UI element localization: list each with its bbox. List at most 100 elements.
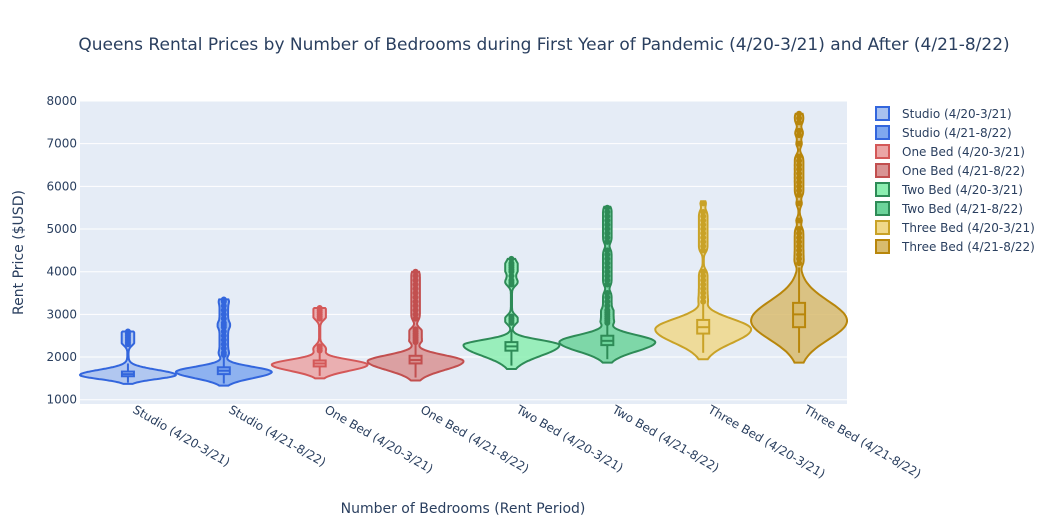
y-tick-label: 3000 xyxy=(46,307,77,321)
outlier-point xyxy=(412,315,419,322)
outlier-point xyxy=(220,345,227,352)
outlier-point xyxy=(604,213,611,220)
outlier-point xyxy=(604,281,611,288)
violin-0 xyxy=(78,328,178,385)
y-tick-label: 7000 xyxy=(46,137,77,151)
legend-swatch xyxy=(875,144,890,159)
legend-swatch xyxy=(875,106,890,121)
legend-label: Two Bed (4/20-3/21) xyxy=(901,183,1023,197)
violin-body xyxy=(366,270,465,382)
outlier-point xyxy=(796,110,803,117)
outlier-point xyxy=(604,260,611,267)
outlier-point xyxy=(700,285,707,292)
outlier-point xyxy=(604,226,611,233)
y-axis-title: Rent Price ($USD) xyxy=(11,190,27,315)
outlier-point xyxy=(604,251,611,258)
legend-label: Three Bed (4/21-8/22) xyxy=(901,240,1035,254)
outlier-point xyxy=(604,307,611,314)
violin-6 xyxy=(654,200,753,361)
legend-item[interactable]: One Bed (4/20-3/21) xyxy=(875,144,1025,159)
outlier-point xyxy=(796,115,803,122)
outlier-point xyxy=(412,326,419,333)
legend-item[interactable]: One Bed (4/21-8/22) xyxy=(875,163,1025,178)
outlier-point xyxy=(604,234,611,241)
outlier-point xyxy=(796,217,803,224)
legend-swatch xyxy=(875,239,890,254)
outlier-point xyxy=(604,221,611,228)
outlier-point xyxy=(796,230,803,237)
outlier-point xyxy=(412,268,419,275)
outlier-point xyxy=(604,230,611,237)
outlier-point xyxy=(604,238,611,245)
legend-swatch xyxy=(875,182,890,197)
outlier-point xyxy=(700,272,707,279)
legend: Studio (4/20-3/21) Studio (4/21-8/22) One … xyxy=(875,106,1035,254)
outlier-point xyxy=(796,183,803,190)
legend-label: Studio (4/21-8/22) xyxy=(902,126,1012,140)
outlier-point xyxy=(220,296,227,303)
outlier-point xyxy=(700,234,707,241)
outlier-point xyxy=(508,277,515,284)
outlier-point xyxy=(796,119,803,126)
outlier-point xyxy=(508,272,515,279)
outlier-point xyxy=(796,260,803,267)
outlier-point xyxy=(700,238,707,245)
legend-item[interactable]: Two Bed (4/20-3/21) xyxy=(875,182,1023,197)
outlier-point xyxy=(700,277,707,284)
outlier-point xyxy=(604,294,611,301)
outlier-point xyxy=(412,298,419,305)
outlier-point xyxy=(700,221,707,228)
legend-item[interactable]: Two Bed (4/21-8/22) xyxy=(875,201,1023,216)
outlier-point xyxy=(796,243,803,250)
outlier-point xyxy=(316,304,323,311)
legend-item[interactable]: Studio (4/20-3/21) xyxy=(875,106,1012,121)
outlier-point xyxy=(412,311,419,318)
outlier-point xyxy=(412,307,419,314)
x-axis-title: Number of Bedrooms (Rent Period) xyxy=(341,501,586,517)
legend-label: Studio (4/20-3/21) xyxy=(902,107,1012,121)
violin-4 xyxy=(462,255,561,370)
violin-body xyxy=(78,330,178,385)
x-tick-label: Studio (4/21-8/22) xyxy=(226,402,328,469)
violin-7 xyxy=(750,110,848,364)
outlier-point xyxy=(796,170,803,177)
outlier-point xyxy=(700,230,707,237)
violin-1 xyxy=(174,296,273,387)
outlier-point xyxy=(508,313,515,320)
legend-label: One Bed (4/20-3/21) xyxy=(902,145,1025,159)
outlier-point xyxy=(700,200,707,207)
outlier-point xyxy=(796,166,803,173)
violin-3 xyxy=(366,268,465,382)
outlier-point xyxy=(700,243,707,250)
outlier-point xyxy=(604,247,611,254)
outlier-point xyxy=(604,277,611,284)
violin-5 xyxy=(558,204,657,364)
plot-background xyxy=(80,101,847,404)
outlier-point xyxy=(412,277,419,284)
outlier-point xyxy=(412,294,419,301)
legend-label: Two Bed (4/21-8/22) xyxy=(901,202,1023,216)
outlier-point xyxy=(796,234,803,241)
outlier-point xyxy=(220,319,227,326)
legend-item[interactable]: Studio (4/21-8/22) xyxy=(875,125,1012,140)
grid-lines xyxy=(80,100,847,401)
outlier-point xyxy=(796,127,803,134)
outlier-point xyxy=(220,341,227,348)
x-tick-label: Studio (4/20-3/21) xyxy=(130,402,232,469)
outlier-point xyxy=(604,290,611,297)
outlier-point xyxy=(700,208,707,215)
y-tick-label: 5000 xyxy=(46,222,77,236)
outlier-point xyxy=(220,332,227,339)
outlier-point xyxy=(508,255,515,262)
legend-item[interactable]: Three Bed (4/20-3/21) xyxy=(875,220,1035,235)
y-tick-label: 6000 xyxy=(46,179,77,193)
outlier-point xyxy=(796,162,803,169)
legend-item[interactable]: Three Bed (4/21-8/22) xyxy=(875,239,1035,254)
outlier-point xyxy=(796,153,803,160)
outlier-point xyxy=(796,187,803,194)
outlier-point xyxy=(604,272,611,279)
y-axis-ticks: 1000 2000 3000 4000 5000 6000 7000 8000 xyxy=(46,94,77,407)
outlier-point xyxy=(604,264,611,271)
outlier-point xyxy=(700,290,707,297)
